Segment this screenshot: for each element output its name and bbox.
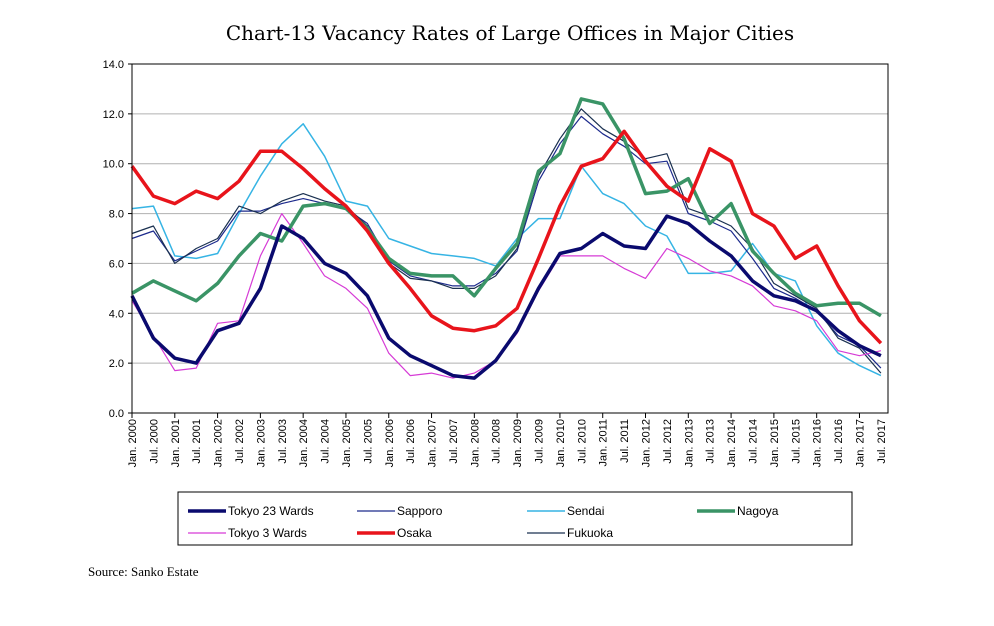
x-tick-label: Jul. 2004: [320, 419, 332, 464]
legend-label: Fukuoka: [567, 526, 613, 540]
x-tick-label: Jan. 2014: [726, 419, 738, 467]
y-tick-label: 12.0: [103, 109, 124, 121]
x-tick-label: Jul. 2006: [405, 419, 417, 464]
x-tick-label: Jul. 2017: [876, 419, 888, 464]
x-tick-label: Jul. 2003: [277, 419, 289, 464]
x-tick-label: Jan. 2010: [555, 419, 567, 467]
y-tick-label: 10.0: [103, 159, 124, 171]
x-tick-label: Jul. 2005: [362, 419, 374, 464]
x-tick-label: Jan. 2003: [255, 419, 267, 467]
x-tick-label: Jan. 2000: [127, 419, 139, 467]
legend: Tokyo 23 Wards Sapporo Sendai Nagoya Tokyo 3…: [177, 491, 853, 546]
series-line-sapporo: [131, 115, 882, 369]
x-tick-label: Jan. 2002: [213, 419, 225, 467]
y-tick-label: 4.0: [109, 308, 124, 320]
series-line-sendai: [131, 123, 882, 377]
x-tick-label: Jul. 2014: [747, 419, 759, 464]
y-tick-label: 6.0: [109, 258, 124, 270]
x-tick-label: Jan. 2017: [854, 419, 866, 467]
series-line-tokyo-23-wards: [130, 214, 882, 380]
x-tick-label: Jul. 2007: [448, 419, 460, 464]
x-tick-label: Jul. 2000: [148, 419, 160, 464]
x-tick-label: Jan. 2006: [384, 419, 396, 467]
legend-box: [177, 491, 853, 546]
legend-label: Tokyo 3 Wards: [228, 526, 307, 540]
x-tick-label: Jan. 2012: [641, 419, 653, 467]
y-tick-label: 0.0: [109, 408, 124, 420]
legend-label: Tokyo 23 Wards: [228, 504, 314, 518]
x-tick-label: Jan. 2015: [769, 419, 781, 467]
legend-label: Sapporo: [397, 504, 443, 518]
series-line-osaka: [130, 129, 883, 345]
source-note: Source: Sanko Estate: [88, 564, 199, 579]
x-tick-label: Jan. 2001: [170, 419, 182, 467]
x-tick-label: Jan. 2008: [469, 419, 481, 467]
x-tick-label: Jan. 2013: [683, 419, 695, 467]
x-tick-label: Jul. 2001: [191, 419, 203, 464]
series-line-tokyo-3-wards: [131, 213, 882, 379]
chart-title: Chart-13 Vacancy Rates of Large Offices …: [226, 21, 794, 45]
x-tick-label: Jul. 2016: [833, 419, 845, 464]
legend-label: Osaka: [397, 526, 432, 540]
series-lines: [130, 97, 883, 380]
x-tick-label: Jul. 2010: [576, 419, 588, 464]
x-tick-label: Jan. 2011: [598, 419, 610, 467]
legend-label: Nagoya: [737, 504, 779, 518]
x-tick-label: Jul. 2009: [534, 419, 546, 464]
x-tick-label: Jul. 2015: [790, 419, 802, 464]
x-tick-label: Jul. 2002: [234, 419, 246, 464]
series-line-fukuoka: [131, 108, 882, 374]
x-tick-label: Jan. 2007: [427, 419, 439, 467]
gridlines: [132, 113, 888, 364]
x-tick-label: Jul. 2012: [662, 419, 674, 464]
x-tick-label: Jan. 2016: [812, 419, 824, 467]
x-tick-label: Jul. 2013: [705, 419, 717, 464]
x-tick-label: Jan. 2009: [512, 419, 524, 467]
y-tick-label: 14.0: [103, 59, 124, 71]
y-axis: 0.0 2.0 4.0 6.0 8.0 10.0 12.0 14.0: [103, 59, 132, 420]
x-tick-label: Jan. 2004: [298, 419, 310, 467]
x-tick-label: Jul. 2008: [491, 419, 503, 464]
legend-label: Sendai: [567, 504, 604, 518]
x-tick-label: Jul. 2011: [619, 419, 631, 463]
series-line-nagoya: [131, 97, 882, 318]
plot-frame: [131, 63, 889, 414]
y-tick-label: 2.0: [109, 358, 124, 370]
x-tick-label: Jan. 2005: [341, 419, 353, 467]
x-axis: Jan. 2000 Jul. 2000 Jan. 2001 Jul. 2001 Jan.…: [127, 413, 888, 467]
y-tick-label: 8.0: [109, 209, 124, 221]
